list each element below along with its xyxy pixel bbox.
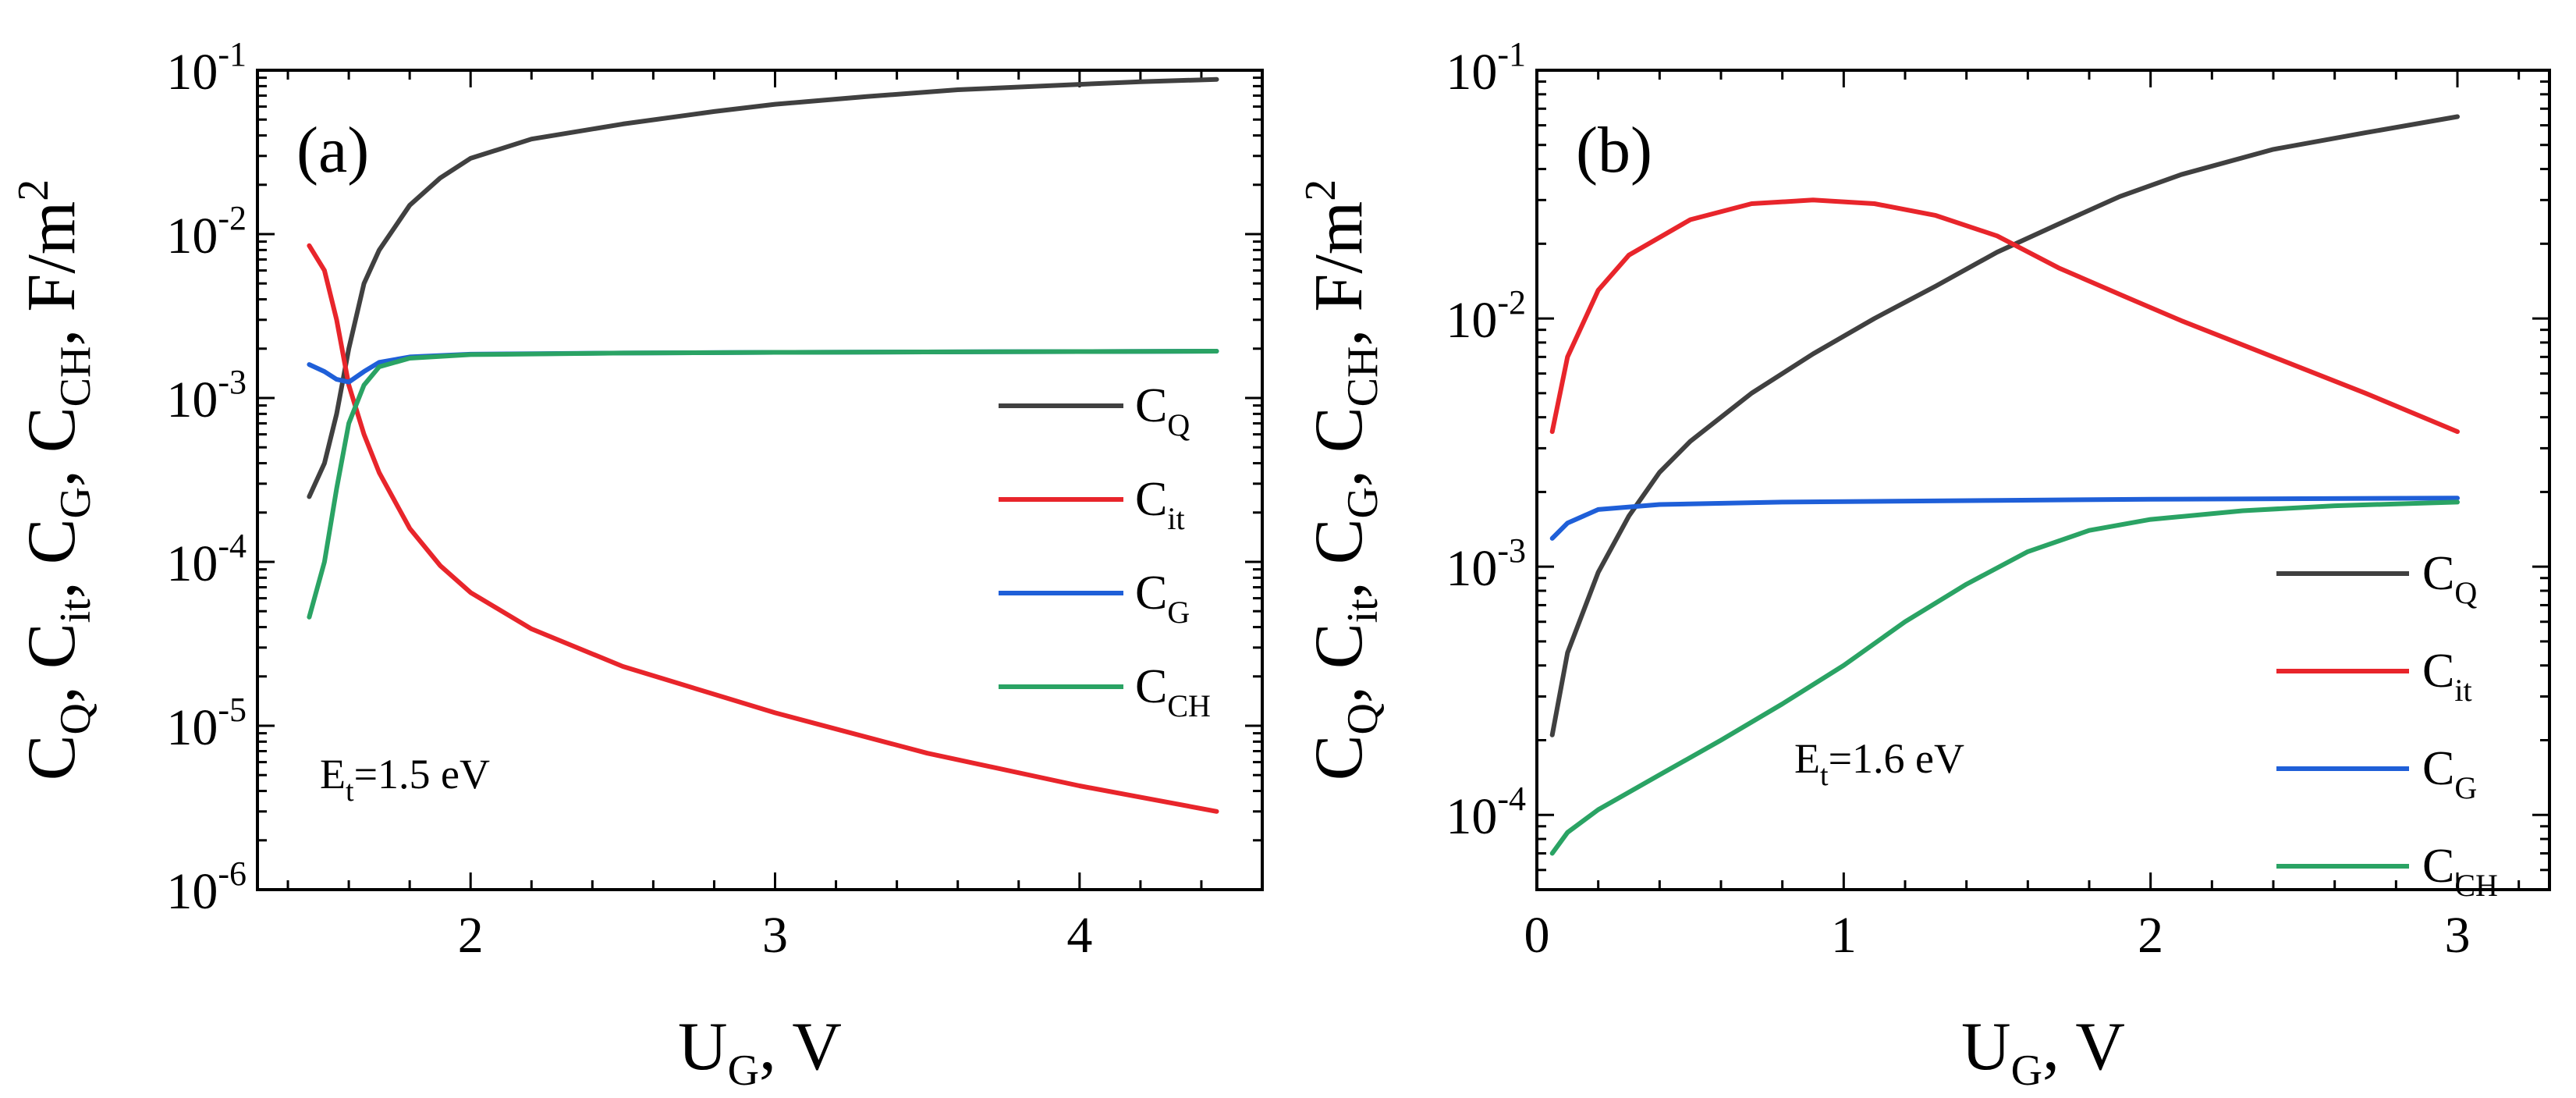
x-tick-label: 1	[1831, 907, 1857, 964]
panel-label: (a)	[296, 114, 369, 187]
legend: CQ Cit CG CCH	[999, 379, 1211, 723]
series-line-cq	[1549, 114, 2460, 737]
x-axis-label: UG, V	[1961, 1009, 2125, 1095]
y-axis-label: CQ, Cit, CG, CCH, F/m2	[1297, 179, 1387, 780]
x-axis-label: UG, V	[678, 1009, 842, 1095]
legend: CQ Cit CG CCH	[2276, 547, 2498, 903]
x-tick-label: 0	[1524, 907, 1550, 964]
series-line-cg	[1549, 496, 2460, 541]
legend-label-cit: Cit	[2422, 645, 2472, 708]
series-line-cch	[1549, 499, 2460, 856]
x-tick-label: 4	[1066, 907, 1092, 964]
x-tick-label: 2	[2138, 907, 2163, 964]
chart-panel-b: 0 1 2 310-410-310-210-1(b)Et=1.6 eVCQCitCGC…	[1297, 35, 2551, 1095]
y-tick-label: 10-1	[1446, 35, 1526, 101]
legend-label-cch: CCH	[1135, 660, 1211, 723]
series-line-cq	[307, 76, 1219, 499]
series-line-cit	[1549, 197, 2460, 435]
legend-label-cg: CG	[2422, 742, 2477, 805]
legend-label-cg: CG	[1135, 567, 1190, 630]
y-tick-label: 10-2	[166, 199, 247, 265]
chart-panel-a: 2 3 4 10-6 10-5 10-4 10-3 10-2 10-1 (a) Et=1.5 eV C…	[9, 35, 1264, 1095]
y-tick-label: 10-5	[166, 691, 247, 756]
x-tick-label: 2	[458, 907, 484, 964]
legend-label-cq: CQ	[1135, 379, 1190, 442]
legend-label-cch: CCH	[2422, 840, 2498, 903]
x-tick-label: 3	[762, 907, 788, 964]
plot-frame	[1535, 69, 2551, 891]
trap-energy-annotation: Et=1.6 eV	[1794, 735, 1964, 792]
trap-energy-annotation: Et=1.5 eV	[320, 751, 490, 808]
y-tick-label: 10-3	[166, 363, 247, 428]
panel-label: (b)	[1576, 114, 1652, 187]
plot-frame	[256, 69, 1264, 891]
y-axis-label: CQ, Cit, CG, CCH, F/m2	[9, 179, 100, 780]
y-tick-label: 10-4	[166, 527, 247, 592]
y-tick-label: 10-4	[1446, 780, 1526, 845]
y-tick-label: 10-1	[166, 35, 247, 101]
series-line-cit	[307, 243, 1219, 814]
y-tick-label: 10-6	[166, 855, 247, 920]
y-tick-label: 10-3	[1446, 531, 1526, 597]
y-tick-label: 10-2	[1446, 283, 1526, 349]
x-tick-label: 3	[2445, 907, 2471, 964]
series-line-cch	[307, 349, 1219, 620]
legend-label-cit: Cit	[1135, 473, 1185, 536]
legend-label-cq: CQ	[2422, 547, 2477, 610]
